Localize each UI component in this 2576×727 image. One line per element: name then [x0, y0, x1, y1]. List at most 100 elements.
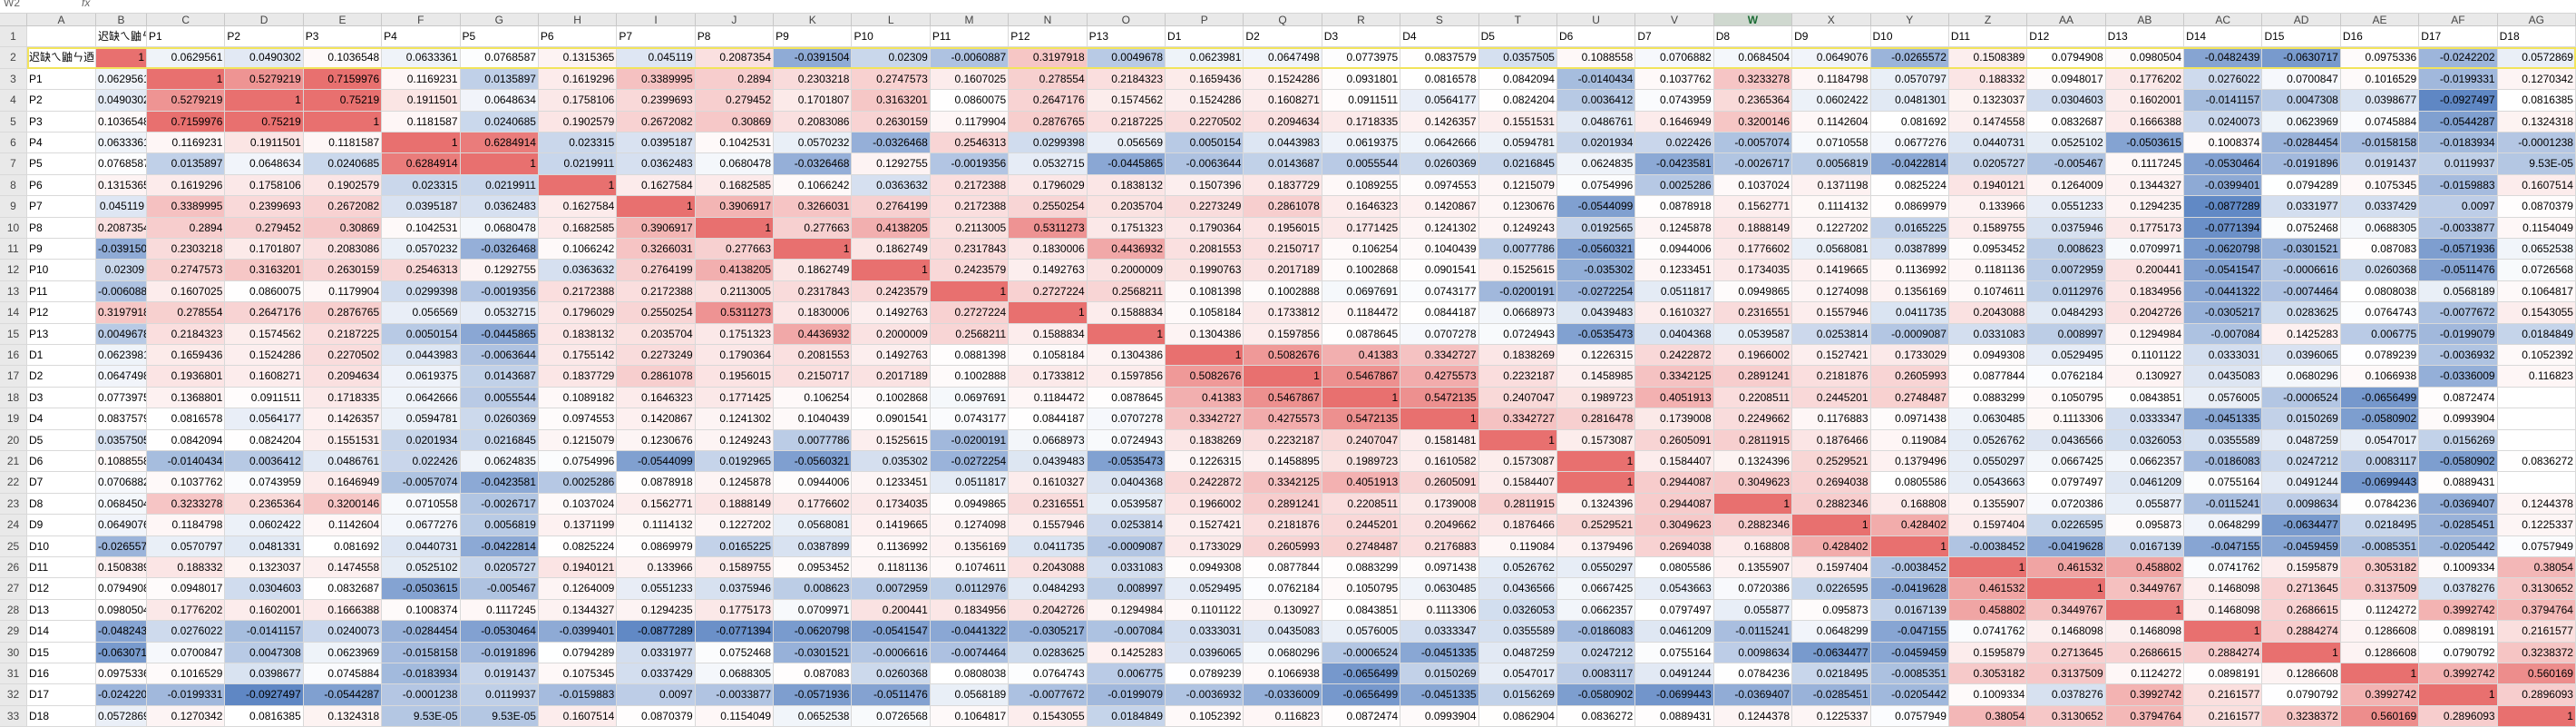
table-cell[interactable]: 0.3389995 — [617, 68, 696, 91]
table-cell[interactable]: 0.0543663 — [1635, 578, 1714, 600]
table-cell[interactable]: 0.1227202 — [1792, 217, 1871, 239]
table-cell[interactable]: -0.0200191 — [1478, 280, 1557, 303]
table-cell[interactable]: 0.0602422 — [225, 515, 304, 536]
table-cell[interactable]: 0.0642666 — [1400, 133, 1479, 154]
table-cell[interactable]: 0.1002888 — [930, 366, 1010, 388]
table-cell[interactable]: -0.0336009 — [1244, 684, 1322, 706]
name-box[interactable]: W2 — [4, 0, 20, 9]
table-cell[interactable]: 0.279452 — [695, 90, 775, 112]
table-cell[interactable]: 0.1315365 — [96, 174, 147, 197]
table-cell[interactable]: -0.0560321 — [774, 451, 853, 473]
table-cell[interactable]: -0.0038452 — [1870, 557, 1949, 579]
table-cell[interactable]: 0.0668973 — [1009, 429, 1088, 451]
table-cell[interactable]: 0.0623981 — [96, 345, 147, 367]
table-cell[interactable]: 0.0529495 — [1166, 578, 1244, 600]
table-cell[interactable]: 0.1425283 — [2262, 323, 2341, 345]
table-cell[interactable]: 0.2713645 — [2027, 642, 2106, 663]
table-cell[interactable]: 0.081692 — [1870, 111, 1949, 133]
table-cell[interactable]: 0.1324318 — [303, 705, 383, 727]
table-cell[interactable]: 0.1940121 — [538, 557, 618, 579]
column-header-AA[interactable]: AA — [2027, 14, 2106, 26]
table-cell[interactable]: 0.1888149 — [1713, 217, 1793, 239]
table-cell[interactable]: 0.0649076 — [1792, 47, 1871, 69]
table-cell[interactable]: 0.1088558 — [96, 451, 147, 473]
table-cell[interactable]: 0.0843851 — [1322, 599, 1401, 622]
row-label-cell[interactable]: P8 — [27, 217, 96, 239]
table-cell[interactable]: -0.0326468 — [774, 153, 853, 175]
table-cell[interactable]: 0.1037762 — [147, 472, 226, 494]
table-cell[interactable]: 0.1956015 — [1244, 217, 1322, 239]
table-cell[interactable]: 0.2747573 — [147, 260, 226, 281]
table-cell[interactable]: 0.0404368 — [1087, 472, 1166, 494]
table-cell[interactable]: 0.2672082 — [303, 196, 383, 218]
table-cell[interactable]: 0.1862749 — [852, 239, 931, 260]
table-cell[interactable]: 0.0948017 — [2027, 68, 2106, 91]
row-header[interactable]: 2 — [0, 47, 27, 69]
table-cell[interactable]: -0.0399401 — [2184, 174, 2263, 197]
table-cell[interactable]: 0.1113306 — [1400, 599, 1479, 622]
table-cell[interactable]: -0.0580902 — [2419, 451, 2498, 473]
table-cell[interactable]: 0.3449767 — [2027, 599, 2106, 622]
table-cell[interactable]: 0.1595879 — [2262, 557, 2341, 579]
table-cell[interactable]: 0.1733029 — [1166, 535, 1244, 557]
table-cell[interactable]: 0.023315 — [538, 133, 618, 154]
row-header[interactable]: 10 — [0, 217, 27, 239]
table-cell[interactable]: 0.2316551 — [1713, 302, 1793, 324]
table-cell[interactable]: 0.4436932 — [774, 323, 853, 345]
table-cell[interactable]: 0.0411735 — [1009, 535, 1088, 557]
table-cell[interactable]: 0.0247212 — [2262, 451, 2341, 473]
table-cell[interactable]: 0.0825224 — [1870, 174, 1949, 197]
table-cell[interactable]: 0.0652538 — [2497, 239, 2576, 260]
table-cell[interactable]: 0.1249243 — [1478, 217, 1557, 239]
table-cell[interactable]: 0.1008374 — [2184, 133, 2263, 154]
table-cell[interactable]: 0.1181136 — [1948, 260, 2028, 281]
table-cell[interactable]: -0.0630717 — [2262, 47, 2341, 69]
header-cell[interactable]: D13 — [2105, 26, 2185, 48]
table-cell[interactable]: 0.1245878 — [1635, 217, 1714, 239]
table-cell[interactable]: 0.3342727 — [1166, 408, 1244, 430]
column-header-N[interactable]: N — [1009, 14, 1088, 26]
table-cell[interactable]: 0.1286608 — [2340, 621, 2420, 643]
table-cell[interactable]: 0.75219 — [225, 111, 304, 133]
table-cell[interactable]: 0.0755164 — [1635, 642, 1714, 663]
table-cell[interactable]: 1 — [695, 217, 775, 239]
table-cell[interactable]: 0.1323037 — [225, 557, 304, 579]
table-cell[interactable]: 0.0707278 — [1087, 408, 1166, 430]
table-cell[interactable]: 0.1052392 — [2497, 345, 2576, 367]
table-cell[interactable]: 0.1040439 — [1400, 239, 1479, 260]
table-cell[interactable]: 0.2876765 — [303, 302, 383, 324]
table-cell[interactable]: 0.1989723 — [1556, 387, 1636, 409]
header-cell[interactable]: D16 — [2340, 26, 2420, 48]
table-cell[interactable]: -0.0141157 — [225, 621, 304, 643]
table-cell[interactable]: 0.0877844 — [1244, 557, 1322, 579]
table-cell[interactable]: 0.188332 — [1948, 68, 2028, 91]
table-cell[interactable]: -0.0199079 — [2419, 323, 2498, 345]
table-cell[interactable]: 0.1468098 — [2184, 578, 2263, 600]
header-cell[interactable]: D18 — [2497, 26, 2576, 48]
table-cell[interactable]: 0.2317843 — [774, 280, 853, 303]
table-cell[interactable]: 0.1862749 — [774, 260, 853, 281]
table-cell[interactable]: 0.2630159 — [303, 260, 383, 281]
header-cell[interactable]: D3 — [1322, 26, 1401, 48]
table-cell[interactable]: 0.0072959 — [2027, 260, 2106, 281]
table-cell[interactable]: 0.0299398 — [382, 280, 461, 303]
table-cell[interactable]: -0.0183934 — [382, 663, 461, 685]
table-cell[interactable]: 0.0953452 — [1948, 239, 2028, 260]
table-cell[interactable]: 0.1551531 — [303, 429, 383, 451]
table-cell[interactable]: 0.2748487 — [1322, 535, 1401, 557]
table-cell[interactable]: 0.1627584 — [538, 196, 618, 218]
table-cell[interactable]: 0.0150269 — [1400, 663, 1479, 685]
table-cell[interactable]: -0.0503615 — [382, 578, 461, 600]
table-cell[interactable]: 0.0486761 — [303, 451, 383, 473]
table-cell[interactable]: 0.0398677 — [2340, 90, 2420, 112]
table-cell[interactable]: 0.0481301 — [1870, 90, 1949, 112]
table-cell[interactable]: 0.1169231 — [382, 68, 461, 91]
table-cell[interactable]: 0.0135897 — [460, 68, 539, 91]
table-cell[interactable]: 0.008997 — [1087, 578, 1166, 600]
table-cell[interactable]: 0.0752468 — [2262, 217, 2341, 239]
table-cell[interactable]: 0.0662357 — [2105, 451, 2185, 473]
table-cell[interactable]: 0.0844187 — [1009, 408, 1088, 430]
column-header-X[interactable]: X — [1792, 14, 1871, 26]
table-cell[interactable]: 0.4051913 — [1322, 472, 1401, 494]
table-cell[interactable]: -0.0006616 — [2262, 260, 2341, 281]
